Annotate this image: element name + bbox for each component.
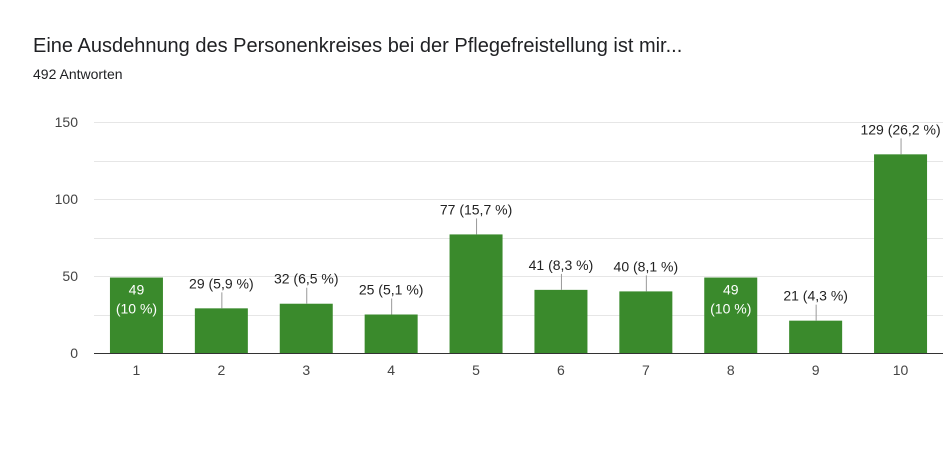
bar (704, 277, 758, 353)
x-tick-label: 6 (557, 362, 565, 378)
x-tick-label: 1 (133, 362, 141, 378)
bar (364, 314, 418, 353)
x-tick-label: 3 (302, 362, 310, 378)
bar (109, 277, 163, 353)
data-label: 49 (723, 282, 739, 298)
y-tick-label: 100 (55, 191, 79, 207)
y-tick-label: 0 (70, 345, 78, 361)
data-label: 25 (5,1 %) (359, 282, 424, 298)
data-label: 32 (6,5 %) (274, 271, 339, 287)
x-tick-label: 7 (642, 362, 650, 378)
x-tick-label: 2 (217, 362, 225, 378)
bar (449, 234, 503, 353)
data-label: 49 (129, 282, 145, 298)
data-label: 29 (5,9 %) (189, 275, 254, 291)
data-label: 41 (8,3 %) (529, 257, 594, 273)
bar (619, 291, 673, 353)
x-tick-label: 10 (893, 362, 909, 378)
data-label: 129 (26,2 %) (860, 121, 940, 137)
y-tick-label: 50 (62, 268, 78, 284)
response-count: 492 Antworten (33, 66, 123, 82)
bar (534, 289, 588, 353)
x-tick-label: 5 (472, 362, 480, 378)
data-label: (10 %) (710, 301, 751, 317)
chart-title: Eine Ausdehnung des Personenkreises bei … (33, 35, 683, 57)
data-label: 21 (4,3 %) (783, 288, 848, 304)
bar (194, 308, 248, 353)
x-tick-label: 9 (812, 362, 820, 378)
x-tick-label: 4 (387, 362, 395, 378)
y-tick-label: 150 (55, 114, 79, 130)
x-tick-label: 8 (727, 362, 735, 378)
data-label: 77 (15,7 %) (440, 201, 512, 217)
data-label: (10 %) (116, 301, 157, 317)
data-label: 40 (8,1 %) (614, 258, 679, 274)
bar (279, 303, 333, 353)
bar (789, 320, 843, 353)
bar (874, 154, 928, 353)
